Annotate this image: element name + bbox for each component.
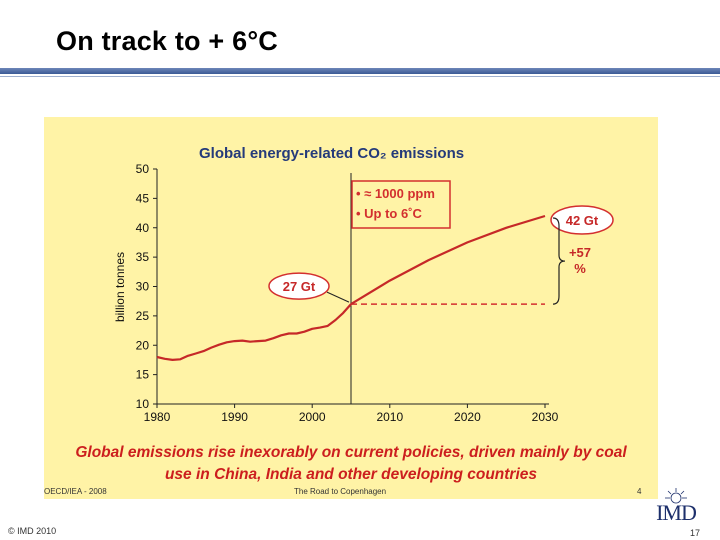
arrow-27gt [326, 291, 350, 303]
source-credit: OECD/IEA - 2008 [44, 487, 107, 496]
caption-line-1: Global emissions rise inexorably on curr… [75, 444, 627, 461]
label-57pct-unit: % [574, 261, 586, 276]
tick-labels: 10 15 20 25 30 35 40 45 50 1980 1990 2000 2010 2020 20… [136, 162, 559, 424]
chart-title: Global energy-related CO₂ emissions [199, 145, 464, 162]
caption: Global emissions rise inexorably on curr… [44, 442, 658, 486]
label-ellipse-27gt [268, 272, 330, 300]
y-tick-label: 25 [136, 309, 150, 323]
x-tick-label: 2000 [299, 410, 326, 424]
series-line-projection [350, 214, 546, 306]
caption-line-2: use in China, India and other developing… [164, 466, 538, 483]
series-line-historical [156, 303, 352, 361]
y-axis-label: billion tonnes [113, 252, 127, 322]
figure-panel: Global energy-related CO₂ emissions bill… [44, 117, 658, 499]
y-tick-label: 35 [136, 250, 150, 264]
x-tick-label: 1990 [221, 410, 248, 424]
y-tick-label: 10 [136, 397, 150, 411]
y-tick-label: 50 [136, 162, 150, 176]
y-tick-label: 30 [136, 280, 150, 294]
imd-logo: IMD [648, 486, 704, 526]
label-ellipse-42gt [550, 205, 614, 235]
x-tick-label: 2030 [532, 410, 559, 424]
title-rule [0, 68, 720, 74]
x-tick-label: 2020 [454, 410, 481, 424]
slide-title: On track to + 6°C [56, 26, 279, 56]
x-tick-label: 2010 [376, 410, 403, 424]
y-tick-label: 20 [136, 338, 150, 352]
x-tick-label: 1980 [144, 410, 171, 424]
page-number: 17 [690, 528, 701, 538]
label-57pct-value: +57 [569, 245, 591, 260]
source-page-number: 4 [637, 487, 642, 496]
callout-line-2: • Up to 6˚C [356, 206, 423, 221]
brace-57pct [552, 217, 566, 305]
axes [153, 168, 549, 408]
label-42gt: 42 Gt [566, 213, 599, 228]
copyright-footer: © IMD 2010 [8, 526, 57, 536]
series-lines [156, 214, 546, 361]
callout-line-1: • ≈ 1000 ppm [356, 186, 435, 201]
y-tick-label: 45 [136, 191, 150, 205]
annotations: • ≈ 1000 ppm • Up to 6˚C 27 Gt 42 Gt +57% [268, 180, 614, 305]
logo-emblem-icon [665, 488, 687, 504]
source-title: The Road to Copenhagen [294, 487, 387, 496]
y-tick-label: 15 [136, 368, 150, 382]
title-rule-thin [0, 76, 720, 77]
emissions-chart: Global energy-related CO₂ emissions bill… [113, 145, 614, 424]
logo-text: IMD [656, 500, 697, 525]
label-27gt: 27 Gt [283, 279, 316, 294]
y-tick-label: 40 [136, 221, 150, 235]
callout-box [351, 180, 451, 229]
